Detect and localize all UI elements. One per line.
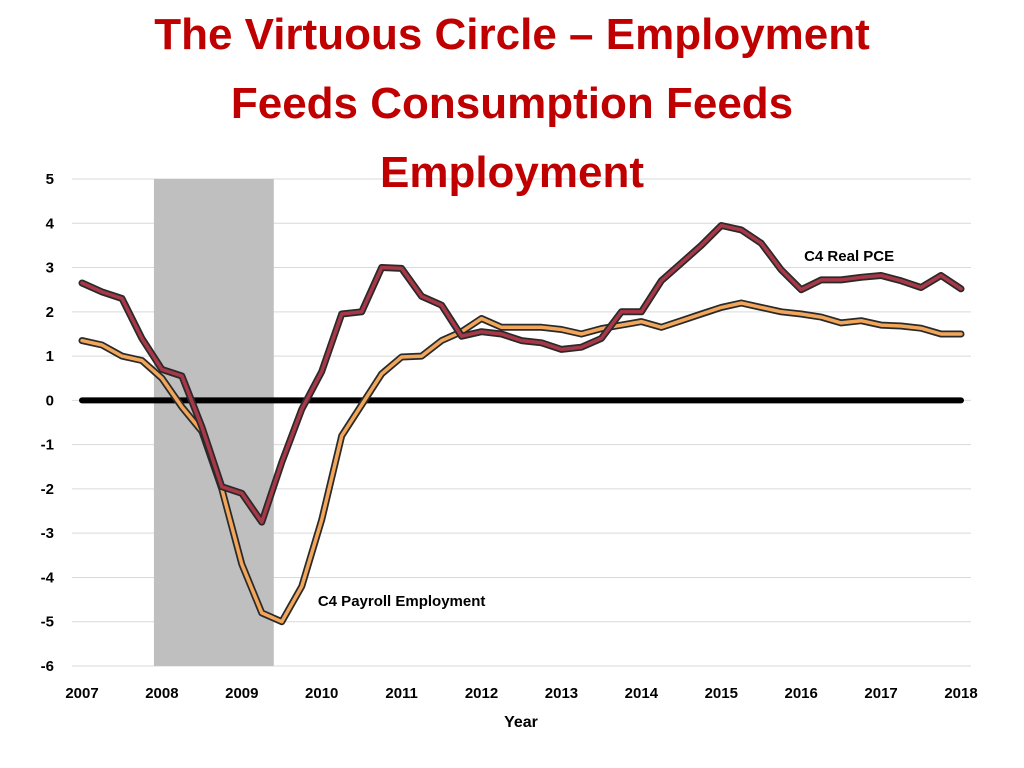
y-tick-label: 0 — [46, 392, 54, 409]
x-tick-label: 2016 — [784, 685, 817, 702]
y-tick-label: 5 — [46, 171, 54, 188]
y-tick-labels: 5 4 3 2 1 0 -1 -2 -3 -4 -5 -6 — [41, 171, 55, 675]
x-tick-labels: 2007 2008 2009 2010 2011 2012 2013 2014 2015 2016… — [65, 685, 977, 702]
series-annotations: C4 Real PCE C4 Payroll Employment — [318, 248, 894, 610]
slide-title-line-3: Employment — [379, 148, 645, 197]
series-annotation: C4 Real PCE — [804, 248, 894, 265]
y-tick-label: 2 — [46, 304, 54, 321]
series-lines — [78, 222, 965, 626]
x-tick-label: 2008 — [145, 685, 178, 702]
x-tick-label: 2015 — [705, 685, 738, 702]
y-tick-label: 3 — [46, 260, 54, 277]
series-line-c4-payroll-employment — [80, 301, 963, 624]
x-tick-label: 2011 — [385, 685, 418, 702]
slide-title-line-2: Feeds Consumption Feeds — [230, 79, 794, 128]
y-tick-label: 1 — [46, 348, 54, 365]
x-tick-label: 2009 — [225, 685, 258, 702]
y-tick-label: -2 — [41, 481, 54, 498]
y-tick-label: -1 — [41, 437, 54, 454]
x-tick-label: 2017 — [864, 685, 897, 702]
y-tick-label: -6 — [41, 658, 54, 675]
x-tick-label: 2012 — [465, 685, 498, 702]
series-line-c4-real-pce — [80, 223, 963, 524]
x-tick-label: 2018 — [944, 685, 977, 702]
x-axis-title: Year — [504, 714, 538, 731]
y-tick-label: -3 — [41, 525, 54, 542]
series-annotation: C4 Payroll Employment — [318, 593, 486, 610]
y-tick-label: 4 — [46, 215, 55, 232]
x-tick-label: 2007 — [65, 685, 98, 702]
y-tick-label: -4 — [41, 569, 55, 586]
slide-title-line-1: The Virtuous Circle – Employment — [154, 10, 870, 59]
x-tick-label: 2010 — [305, 685, 338, 702]
x-tick-label: 2014 — [625, 685, 659, 702]
y-tick-label: -5 — [41, 614, 54, 631]
x-tick-label: 2013 — [545, 685, 578, 702]
slide-title: The Virtuous Circle – Employment Feeds C… — [0, 0, 1024, 207]
